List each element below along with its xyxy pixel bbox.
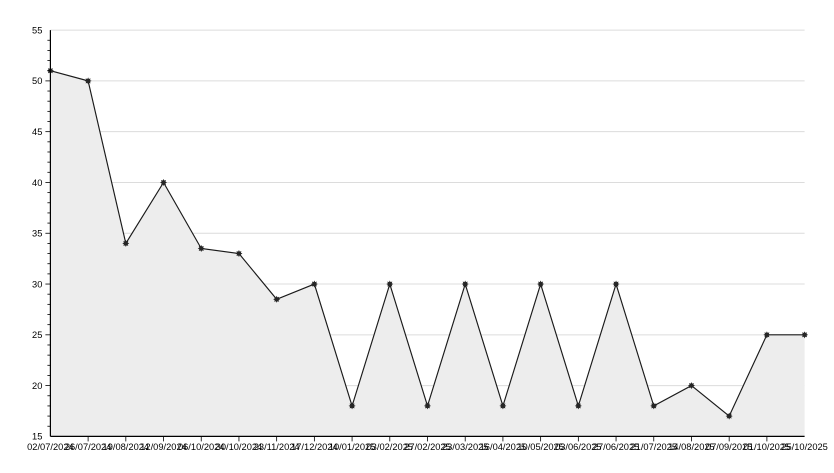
svg-text:55: 55 — [32, 25, 42, 35]
svg-text:15: 15 — [32, 432, 42, 442]
svg-text:20: 20 — [32, 381, 42, 391]
svg-text:45: 45 — [32, 127, 42, 137]
svg-text:40: 40 — [32, 178, 42, 188]
svg-text:35: 35 — [32, 229, 42, 239]
svg-text:50: 50 — [32, 76, 42, 86]
svg-text:25: 25 — [32, 330, 42, 340]
svg-text:25/10/2025: 25/10/2025 — [781, 442, 828, 452]
svg-text:30: 30 — [32, 279, 42, 289]
